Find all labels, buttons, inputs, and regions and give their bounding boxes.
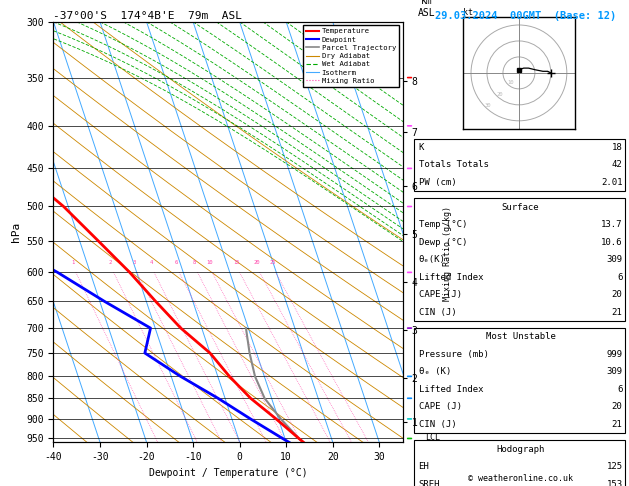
Text: -37°00'S  174°4B'E  79m  ASL: -37°00'S 174°4B'E 79m ASL (53, 11, 242, 21)
Text: 999: 999 (606, 350, 623, 359)
Text: 153: 153 (606, 480, 623, 486)
Text: Dewp (°C): Dewp (°C) (418, 238, 467, 246)
Text: 20: 20 (612, 402, 623, 411)
Text: © weatheronline.co.uk: © weatheronline.co.uk (468, 474, 573, 483)
Text: 10: 10 (508, 80, 514, 85)
Bar (414, 440, 625, 486)
Text: EH: EH (418, 462, 429, 471)
Text: SREH: SREH (418, 480, 440, 486)
Text: 20: 20 (612, 290, 623, 299)
Bar (414, 139, 625, 191)
Text: 18: 18 (612, 143, 623, 152)
Text: 2.01: 2.01 (601, 178, 623, 187)
Text: 309: 309 (606, 255, 623, 264)
X-axis label: Dewpoint / Temperature (°C): Dewpoint / Temperature (°C) (148, 468, 308, 478)
Text: Pressure (mb): Pressure (mb) (418, 350, 488, 359)
Text: 21: 21 (612, 308, 623, 316)
Text: 8: 8 (193, 260, 196, 265)
Text: CAPE (J): CAPE (J) (418, 402, 462, 411)
Text: 30: 30 (485, 103, 491, 108)
Text: PW (cm): PW (cm) (418, 178, 456, 187)
Bar (414, 328, 625, 433)
Text: 1: 1 (72, 260, 75, 265)
Text: θₑ(K): θₑ(K) (418, 255, 445, 264)
Text: 3: 3 (132, 260, 135, 265)
Bar (414, 198, 625, 321)
Text: 10.6: 10.6 (601, 238, 623, 246)
Text: 42: 42 (612, 160, 623, 169)
Text: K: K (418, 143, 424, 152)
Text: Mixing Ratio (g/kg): Mixing Ratio (g/kg) (443, 206, 452, 300)
Text: 13.7: 13.7 (601, 220, 623, 229)
Text: LCL: LCL (425, 433, 440, 442)
Text: Totals Totals: Totals Totals (418, 160, 488, 169)
Text: Most Unstable: Most Unstable (486, 332, 555, 341)
Text: CIN (J): CIN (J) (418, 308, 456, 316)
Text: 6: 6 (617, 273, 623, 281)
Text: 21: 21 (612, 420, 623, 429)
Text: 6: 6 (174, 260, 177, 265)
Text: Hodograph: Hodograph (496, 445, 545, 453)
Text: kt: kt (463, 8, 473, 17)
Legend: Temperature, Dewpoint, Parcel Trajectory, Dry Adiabat, Wet Adiabat, Isotherm, Mi: Temperature, Dewpoint, Parcel Trajectory… (303, 25, 399, 87)
Text: 10: 10 (206, 260, 213, 265)
Text: 4: 4 (150, 260, 153, 265)
Text: θₑ (K): θₑ (K) (418, 367, 451, 376)
Text: 6: 6 (617, 385, 623, 394)
Text: km
ASL: km ASL (418, 0, 436, 17)
Text: Lifted Index: Lifted Index (418, 385, 483, 394)
Text: CIN (J): CIN (J) (418, 420, 456, 429)
Text: 29.03.2024  00GMT  (Base: 12): 29.03.2024 00GMT (Base: 12) (435, 11, 616, 21)
Text: CAPE (J): CAPE (J) (418, 290, 462, 299)
Text: 25: 25 (269, 260, 276, 265)
Text: Surface: Surface (502, 203, 539, 211)
Text: Lifted Index: Lifted Index (418, 273, 483, 281)
Text: Temp (°C): Temp (°C) (418, 220, 467, 229)
Text: 125: 125 (606, 462, 623, 471)
Text: 20: 20 (496, 91, 503, 97)
Text: 20: 20 (253, 260, 260, 265)
Text: 2: 2 (109, 260, 112, 265)
Text: 15: 15 (233, 260, 240, 265)
Y-axis label: hPa: hPa (11, 222, 21, 242)
Text: 309: 309 (606, 367, 623, 376)
